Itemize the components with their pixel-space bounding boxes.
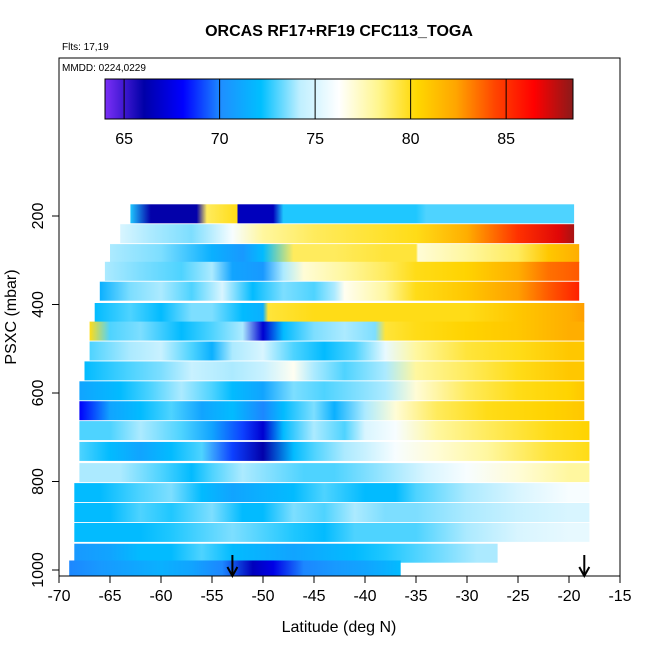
x-axis: -70 -65 -60 -55 -50 -45 -40 -35 -30 -25 -20 -15 (47, 575, 632, 605)
y-tick-label: 600 (30, 380, 47, 407)
y-tick-label: 1000 (30, 552, 47, 588)
x-tick-label: -50 (251, 588, 274, 605)
y-tick-label: 800 (30, 468, 47, 495)
heatmap-row (74, 483, 590, 503)
x-tick-label: -25 (506, 588, 529, 605)
heatmap-row (89, 341, 585, 361)
x-axis-label: Latitude (deg N) (282, 619, 397, 636)
heatmap-row (130, 204, 575, 224)
x-tick-label: -15 (608, 588, 631, 605)
x-tick-label: -20 (557, 588, 580, 605)
heatmap-row (79, 421, 590, 441)
y-axis: 200 400 600 800 1000 (30, 203, 60, 588)
colorbar-tick-label: 85 (497, 131, 515, 148)
colorbar: 65 70 75 80 85 (104, 78, 574, 148)
y-tick-label: 200 (30, 203, 47, 230)
colorbar-tick-label: 65 (115, 131, 133, 148)
heatmap-row (74, 503, 590, 522)
x-tick-label: -65 (98, 588, 121, 605)
heatmap-rows (69, 204, 590, 576)
dates-note: MMDD: 0224,0229 (62, 63, 146, 74)
colorbar-tick-label: 75 (306, 131, 324, 148)
x-tick-label: -35 (404, 588, 427, 605)
x-tick-label: -45 (302, 588, 325, 605)
y-tick-label: 400 (30, 291, 47, 318)
y-axis-label: PSXC (mbar) (3, 269, 20, 364)
heatmap-row (79, 381, 585, 401)
colorbar-tick-label: 70 (211, 131, 229, 148)
x-tick-label: -60 (149, 588, 172, 605)
x-tick-label: -55 (200, 588, 223, 605)
heatmap-row (120, 224, 575, 244)
heatmap-row (79, 401, 585, 421)
chart-title: ORCAS RF17+RF19 CFC113_TOGA (205, 23, 473, 40)
heatmap-row (74, 543, 498, 563)
x-tick-label: -70 (47, 588, 70, 605)
heatmap-row (69, 560, 401, 576)
heatmap-row (99, 281, 580, 301)
heatmap-row (84, 361, 585, 381)
heatmap-row (79, 463, 590, 483)
heatmap-row (74, 522, 590, 542)
colorbar-gradient (104, 78, 574, 120)
heatmap-row (104, 261, 580, 281)
heatmap-row (110, 244, 580, 264)
heatmap-row (79, 441, 590, 461)
colorbar-tick-label: 80 (402, 131, 420, 148)
x-tick-label: -30 (455, 588, 478, 605)
heatmap-row (89, 321, 585, 341)
latitude-arrow (578, 555, 591, 579)
heatmap-row (94, 303, 585, 322)
flights-note: Flts: 17,19 (62, 42, 109, 53)
x-tick-label: -40 (353, 588, 376, 605)
